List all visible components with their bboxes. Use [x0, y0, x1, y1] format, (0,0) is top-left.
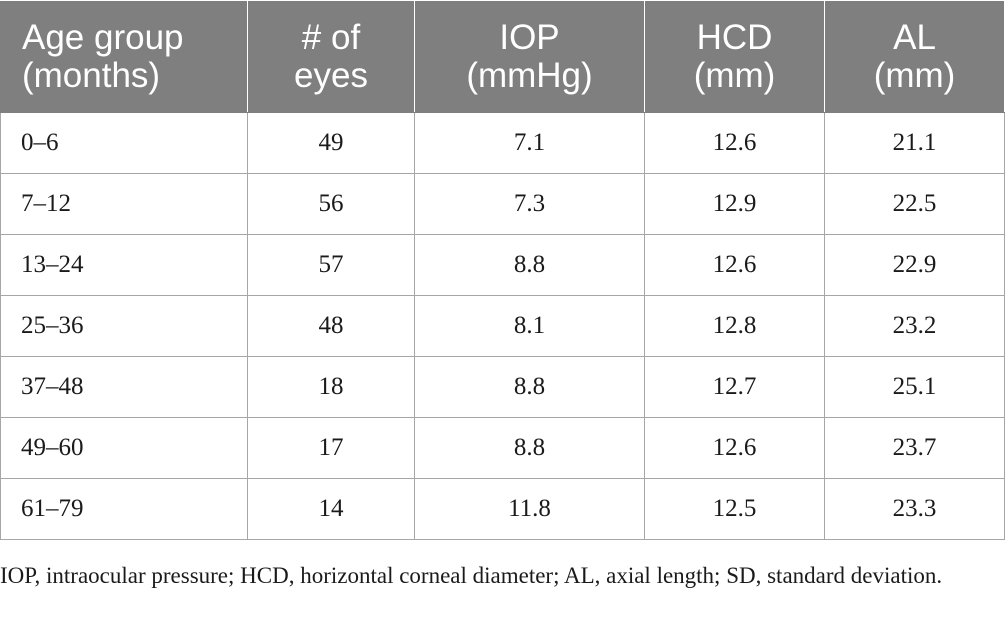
- header-al: AL (mm): [824, 0, 1005, 113]
- header-iop-line2: (mmHg): [466, 55, 593, 95]
- header-row: Age group (months) # of eyes IOP (mmHg) …: [0, 0, 1005, 113]
- cell-iop: 8.8: [414, 356, 645, 418]
- table-footnote: IOP, intraocular pressure; HCD, horizont…: [0, 563, 943, 588]
- cell-num-eyes: 56: [247, 173, 415, 235]
- cell-hcd: 12.7: [644, 356, 825, 418]
- cell-al: 25.1: [824, 356, 1005, 418]
- cell-age-group: 13–24: [0, 234, 248, 296]
- cell-al: 23.3: [824, 478, 1005, 540]
- table-row: 0–6 49 7.1 12.6 21.1: [0, 112, 1005, 174]
- header-hcd: HCD (mm): [644, 0, 825, 113]
- table-row: 61–79 14 11.8 12.5 23.3: [0, 478, 1005, 540]
- cell-age-group: 25–36: [0, 295, 248, 357]
- table-row: 7–12 56 7.3 12.9 22.5: [0, 173, 1005, 235]
- cell-age-group: 7–12: [0, 173, 248, 235]
- table-row: 49–60 17 8.8 12.6 23.7: [0, 417, 1005, 479]
- header-num-eyes: # of eyes: [247, 0, 415, 113]
- cell-age-group: 49–60: [0, 417, 248, 479]
- cell-al: 22.5: [824, 173, 1005, 235]
- table-row: 25–36 48 8.1 12.8 23.2: [0, 295, 1005, 357]
- cell-hcd: 12.8: [644, 295, 825, 357]
- cell-al: 22.9: [824, 234, 1005, 296]
- cell-num-eyes: 57: [247, 234, 415, 296]
- header-num-eyes-line2: eyes: [294, 55, 368, 95]
- data-table: Age group (months) # of eyes IOP (mmHg) …: [0, 0, 1005, 540]
- header-iop: IOP (mmHg): [414, 0, 645, 113]
- table-row: 13–24 57 8.8 12.6 22.9: [0, 234, 1005, 296]
- cell-hcd: 12.6: [644, 112, 825, 174]
- cell-al: 23.2: [824, 295, 1005, 357]
- cell-num-eyes: 49: [247, 112, 415, 174]
- cell-iop: 8.8: [414, 417, 645, 479]
- table-row: 37–48 18 8.8 12.7 25.1: [0, 356, 1005, 418]
- header-num-eyes-line1: # of: [301, 17, 361, 57]
- cell-age-group: 0–6: [0, 112, 248, 174]
- table-header: Age group (months) # of eyes IOP (mmHg) …: [0, 0, 1005, 113]
- cell-num-eyes: 17: [247, 417, 415, 479]
- table-body: 0–6 49 7.1 12.6 21.1 7–12 56 7.3 12.9 22…: [0, 112, 1005, 540]
- header-al-line1: AL: [893, 17, 936, 57]
- cell-num-eyes: 14: [247, 478, 415, 540]
- header-age-group: Age group (months): [0, 0, 248, 113]
- cell-iop: 7.1: [414, 112, 645, 174]
- cell-age-group: 37–48: [0, 356, 248, 418]
- header-age-group-line2: (months): [22, 55, 161, 95]
- header-hcd-line1: HCD: [696, 17, 773, 57]
- cell-al: 23.7: [824, 417, 1005, 479]
- cell-hcd: 12.5: [644, 478, 825, 540]
- data-table-container: Age group (months) # of eyes IOP (mmHg) …: [0, 0, 1005, 540]
- cell-hcd: 12.6: [644, 417, 825, 479]
- cell-al: 21.1: [824, 112, 1005, 174]
- cell-iop: 7.3: [414, 173, 645, 235]
- header-iop-line1: IOP: [499, 17, 560, 57]
- cell-num-eyes: 48: [247, 295, 415, 357]
- header-al-line2: (mm): [873, 55, 956, 95]
- cell-age-group: 61–79: [0, 478, 248, 540]
- cell-iop: 11.8: [414, 478, 645, 540]
- header-hcd-line2: (mm): [693, 55, 776, 95]
- cell-iop: 8.1: [414, 295, 645, 357]
- cell-iop: 8.8: [414, 234, 645, 296]
- cell-hcd: 12.9: [644, 173, 825, 235]
- cell-num-eyes: 18: [247, 356, 415, 418]
- cell-hcd: 12.6: [644, 234, 825, 296]
- header-age-group-line1: Age group: [22, 17, 184, 57]
